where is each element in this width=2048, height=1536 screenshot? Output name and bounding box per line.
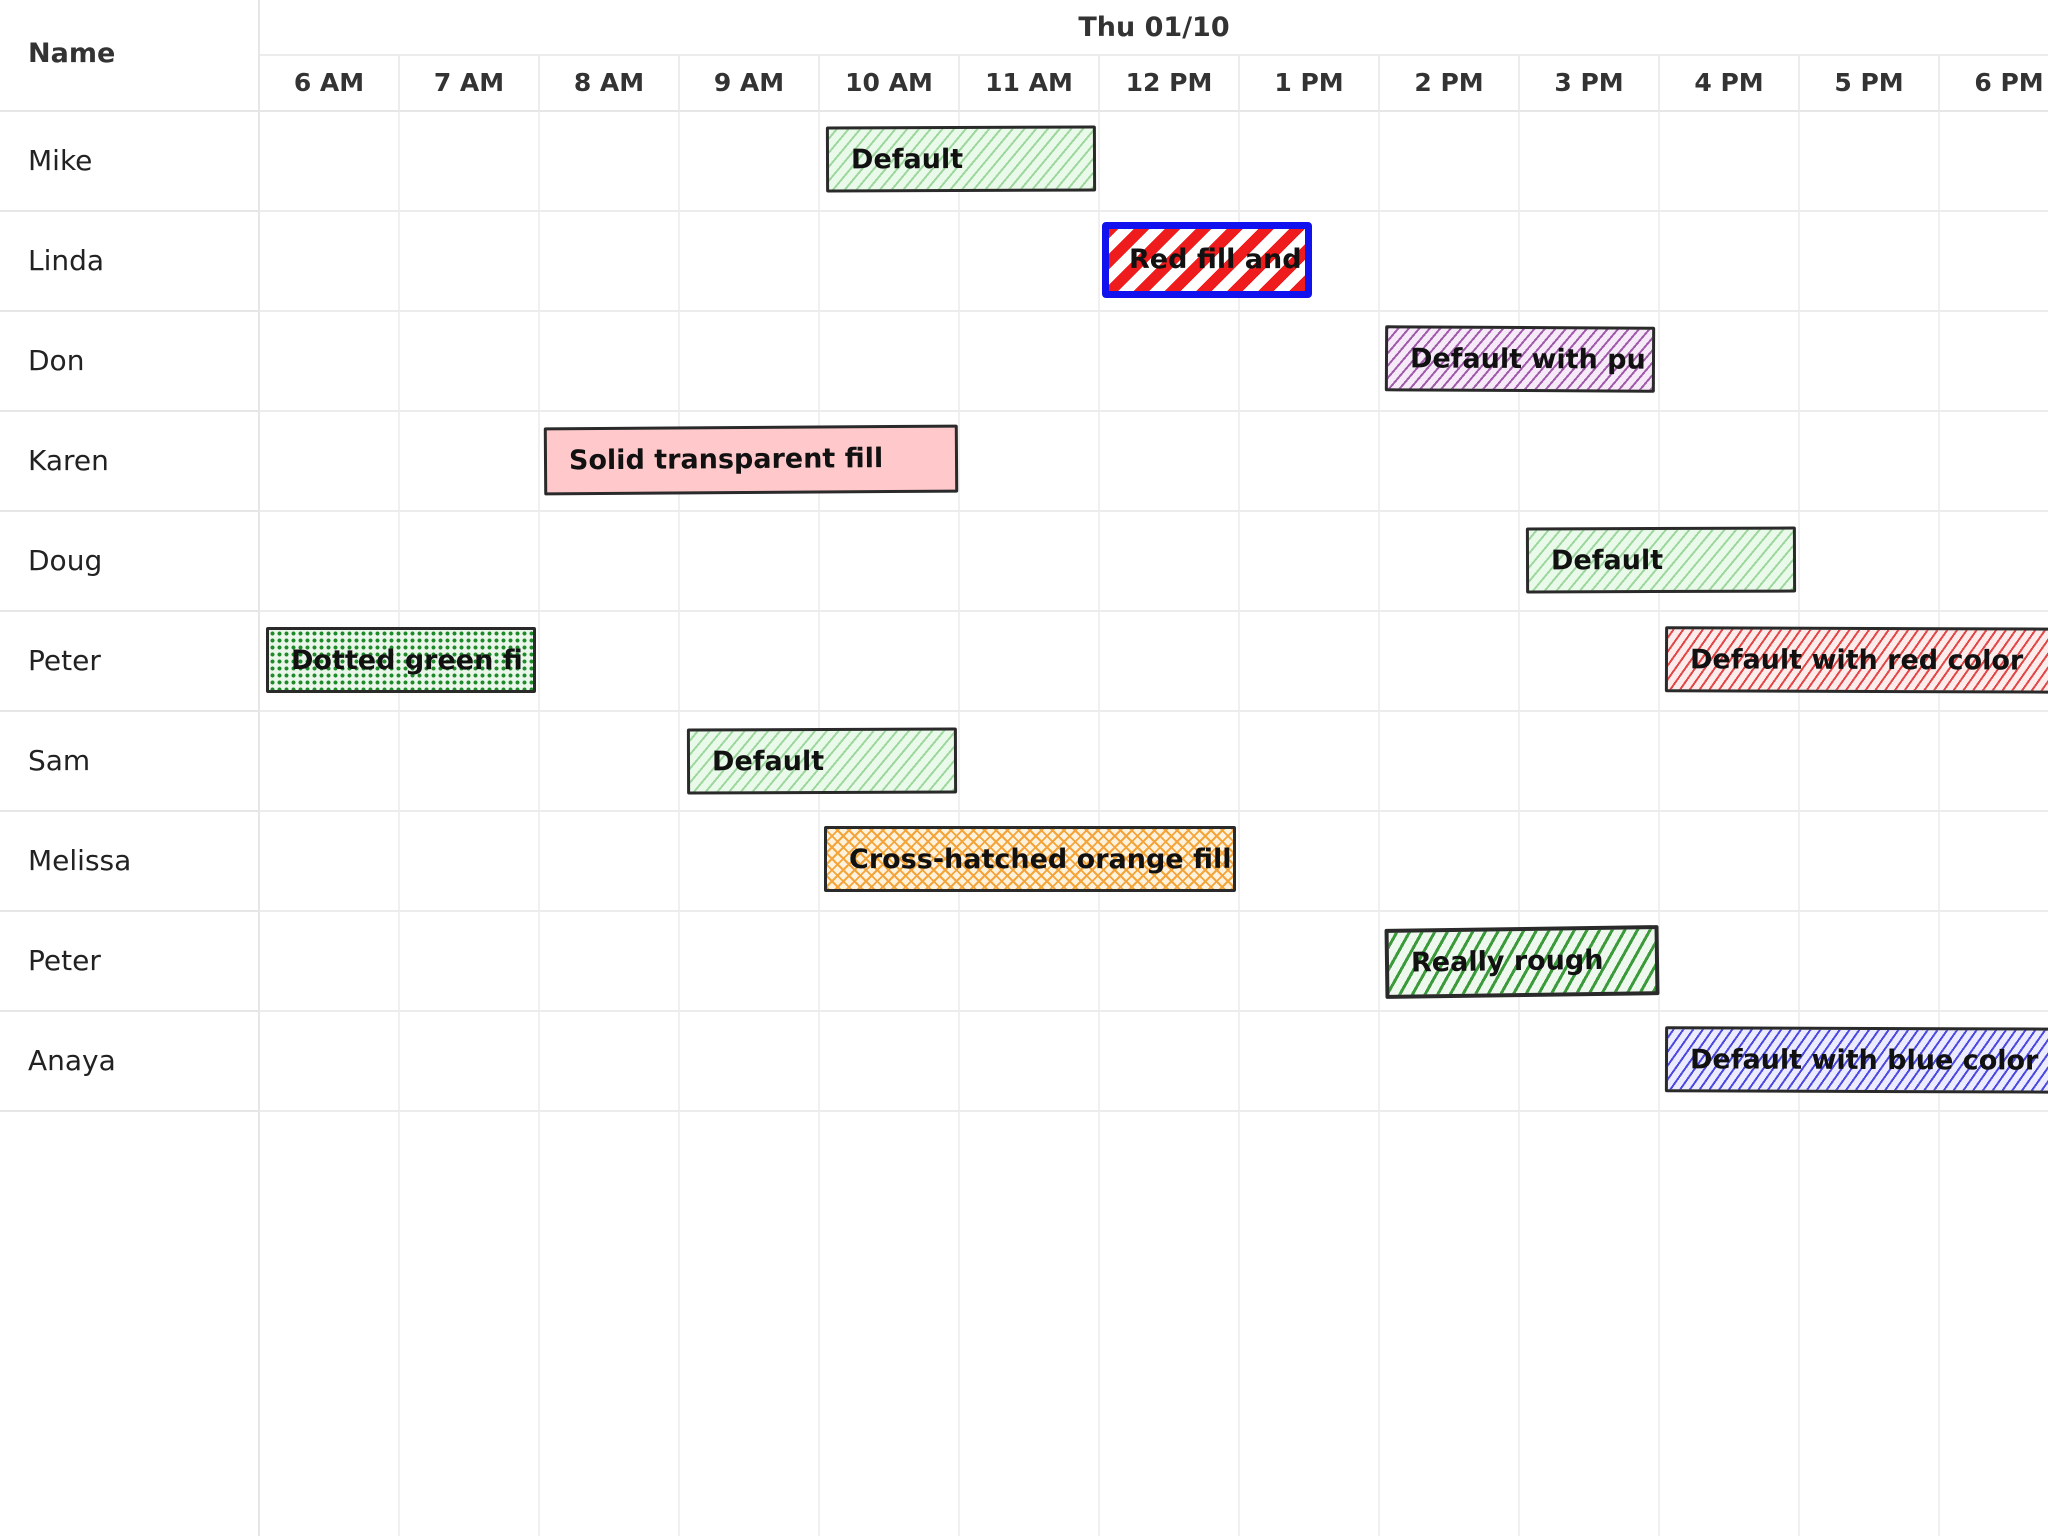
resource-name: Peter — [28, 644, 101, 677]
hour-header-cell: 7 AM — [400, 56, 540, 112]
day-label: Thu 01/10 — [1078, 12, 1230, 43]
resource-column: Name Mike Linda Don Karen Doug Peter Sam… — [0, 0, 260, 1536]
resource-row[interactable]: Anaya — [0, 1012, 258, 1112]
event-block[interactable]: Red fill and — [1102, 222, 1312, 298]
resource-name: Anaya — [28, 1044, 116, 1077]
day-header: Thu 01/10 — [260, 0, 2048, 56]
grid-column-line — [398, 112, 400, 1536]
resource-row[interactable]: Karen — [0, 412, 258, 512]
grid-row-line — [260, 510, 2048, 512]
resource-row[interactable]: Peter — [0, 612, 258, 712]
event-block[interactable]: Solid transparent fill — [543, 424, 959, 496]
grid-column-line — [538, 112, 540, 1536]
resource-name: Peter — [28, 944, 101, 977]
hour-header-cell: 10 AM — [820, 56, 960, 112]
event-label: Default with pu — [1409, 343, 1646, 376]
event-label: Solid transparent fill — [568, 443, 884, 477]
grid-row-line — [260, 410, 2048, 412]
event-label: Really rough — [1410, 944, 1604, 979]
grid-column-line — [1518, 112, 1520, 1536]
hour-header-cell: 6 PM — [1940, 56, 2048, 112]
hour-header-cell: 8 AM — [540, 56, 680, 112]
grid-column-line — [958, 112, 960, 1536]
hour-header-cell: 9 AM — [680, 56, 820, 112]
event-label: Cross-hatched orange fill — [849, 844, 1232, 875]
grid-row-line — [260, 210, 2048, 212]
resource-row[interactable]: Sam — [0, 712, 258, 812]
resource-row[interactable]: Mike — [0, 112, 258, 212]
hour-header-cell: 12 PM — [1100, 56, 1240, 112]
grid-column-line — [1098, 112, 1100, 1536]
resource-name: Don — [28, 344, 85, 377]
resource-header-label: Name — [28, 38, 116, 69]
resource-name: Doug — [28, 544, 103, 577]
grid-column-line — [1658, 112, 1660, 1536]
event-block[interactable]: Default with pu — [1384, 325, 1656, 393]
event-label: Dotted green fi — [291, 645, 523, 676]
event-block[interactable]: Default — [1525, 526, 1797, 594]
timeline-grid: Thu 01/10 6 AM 7 AM 8 AM 9 AM 10 AM 11 A… — [260, 0, 2048, 1536]
resource-name: Sam — [28, 744, 91, 777]
grid-row-line — [260, 710, 2048, 712]
event-block[interactable]: Default with red color — [1664, 626, 2048, 694]
resource-name: Melissa — [28, 844, 132, 877]
event-block[interactable]: Default with blue color — [1664, 1026, 2048, 1094]
hour-header-cell: 2 PM — [1380, 56, 1520, 112]
resource-row[interactable]: Linda — [0, 212, 258, 312]
resource-row[interactable]: Peter — [0, 912, 258, 1012]
grid-column-line — [818, 112, 820, 1536]
event-label: Default — [850, 143, 964, 176]
hour-header-cell: 5 PM — [1800, 56, 1940, 112]
grid-row-line — [260, 910, 2048, 912]
event-block[interactable]: Really rough — [1384, 925, 1660, 999]
event-label: Default — [711, 745, 825, 778]
grid-column-line — [1938, 112, 1940, 1536]
grid-column-line — [1798, 112, 1800, 1536]
grid-row-line — [260, 610, 2048, 612]
event-block[interactable]: Dotted green fi — [266, 627, 536, 693]
resource-name: Mike — [28, 144, 93, 177]
grid-column-line — [678, 112, 680, 1536]
event-label: Default with blue color — [1689, 1044, 2039, 1077]
event-block[interactable]: Default — [686, 727, 958, 795]
grid-row-line — [260, 810, 2048, 812]
resource-column-header: Name — [0, 0, 260, 112]
grid-row-line — [260, 1010, 2048, 1012]
event-label: Default — [1550, 544, 1664, 577]
event-block[interactable]: Cross-hatched orange fill — [824, 826, 1236, 892]
hour-header-cell: 6 AM — [260, 56, 400, 112]
resource-name: Karen — [28, 444, 109, 477]
grid-row-line — [260, 1110, 2048, 1112]
grid-row-line — [260, 310, 2048, 312]
hour-header-cell: 4 PM — [1660, 56, 1800, 112]
resource-row[interactable]: Melissa — [0, 812, 258, 912]
resource-row[interactable]: Don — [0, 312, 258, 412]
event-label: Red fill and — [1129, 244, 1302, 275]
event-label: Default with red color — [1689, 644, 2024, 677]
hour-header-cell: 3 PM — [1520, 56, 1660, 112]
resource-name: Linda — [28, 244, 105, 277]
resource-row[interactable]: Doug — [0, 512, 258, 612]
hour-header-cell: 11 AM — [960, 56, 1100, 112]
grid-column-line — [1238, 112, 1240, 1536]
grid-column-line — [1378, 112, 1380, 1536]
event-block[interactable]: Default — [825, 125, 1097, 193]
hour-header-cell: 1 PM — [1240, 56, 1380, 112]
